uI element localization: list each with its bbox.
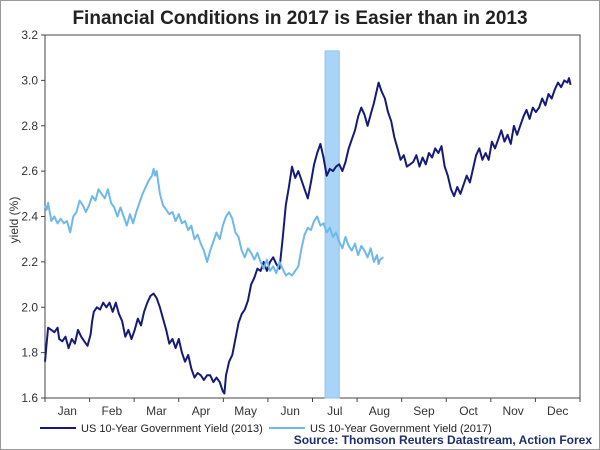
x-axis: Jan Feb Mar Apr May Jun Jul Aug Sep Oct Nov Dec [44,398,581,418]
x-tick-label: Aug [369,404,390,418]
y-tick-label: 1.8 [21,346,38,360]
legend: US 10-Year Government Yield (2013) US 10… [40,423,492,435]
y-axis: 1.6 1.8 2.0 2.2 2.4 2.6 2.8 3.0 3.2 [21,28,45,405]
x-tick-label: Sep [413,404,435,418]
chart-title: Financial Conditions in 2017 is Easier t… [72,8,527,29]
x-tick-label: Jul [327,404,342,418]
highlight-layer [324,50,340,399]
y-tick-label: 2.4 [21,210,38,224]
series-line-2013 [44,77,572,395]
series-line-2017 [44,167,384,277]
legend-label-2017: US 10-Year Government Yield (2017) [310,423,492,435]
legend-label-2013: US 10-Year Government Yield (2013) [81,423,263,435]
plot-area [44,34,581,399]
x-tick-label: Jun [281,404,300,418]
x-tick-label: Mar [146,404,167,418]
y-axis-label: yield (%) [7,197,21,244]
x-tick-label: Jan [58,404,77,418]
series-layer [44,77,572,395]
y-tick-label: 2.0 [21,300,38,314]
highlight-band [324,50,340,399]
x-tick-label: Apr [192,404,211,418]
y-tick-label: 3.2 [21,28,38,42]
source-note: Source: Thomson Reuters Datastream, Acti… [294,433,593,447]
y-tick-label: 3.0 [21,73,38,87]
y-tick-label: 1.6 [21,391,38,405]
x-tick-label: Dec [547,404,568,418]
x-tick-label: Oct [459,404,478,418]
x-tick-label: May [234,404,257,418]
y-tick-label: 2.8 [21,119,38,133]
x-tick-label: Nov [502,404,523,418]
x-tick-label: Feb [102,404,123,418]
y-tick-label: 2.6 [21,164,38,178]
y-tick-label: 2.2 [21,255,38,269]
